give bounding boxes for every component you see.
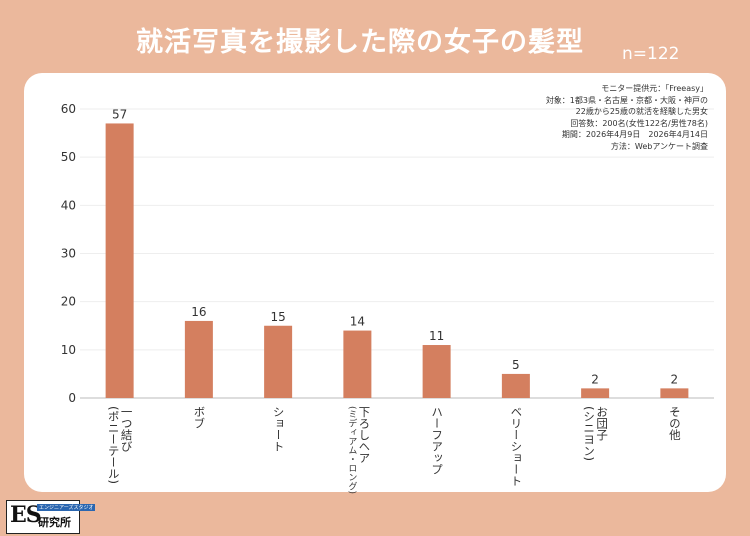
bar-chart: 0 10 20 30 40 50 60 57 16 15 14 11 5 2 2: [61, 102, 714, 405]
data-label: 2: [671, 372, 679, 386]
bar: [105, 123, 134, 398]
data-label: 2: [591, 372, 599, 386]
y-tick-label: 30: [61, 247, 76, 261]
bar: [501, 373, 530, 398]
y-tick-label: 10: [61, 343, 76, 357]
bar: [581, 388, 610, 398]
bar: [660, 388, 689, 398]
note-line: 対象：1都3県・名古屋・京都・大阪・神戸の: [545, 95, 708, 105]
note-line: 方法：Webアンケート調査: [610, 141, 708, 151]
logo-tag: エンジニアーズスタジオ: [37, 504, 96, 511]
data-label: 5: [512, 358, 520, 372]
chart-title: 就活写真を撮影した際の女子の髪型: [136, 27, 584, 58]
y-tick-label: 0: [68, 391, 76, 405]
chart-card: 0 10 20 30 40 50 60 57 16 15 14 11 5 2 2 一つ結び (ポニーテール) ボ…: [24, 73, 726, 494]
logo-name: 研究所: [38, 516, 71, 529]
bar: [264, 325, 293, 398]
note-line: モニター提供元：「Freeasy」: [601, 84, 708, 93]
bar: [422, 345, 451, 398]
note-line: 22歳から25歳の就活を経験した男女: [575, 107, 708, 116]
es-lab-logo: ES エンジニアーズスタジオ 研究所: [6, 500, 96, 534]
data-label: 57: [112, 107, 127, 121]
data-label: 16: [191, 305, 206, 319]
data-label: 15: [270, 310, 285, 324]
note-line: 期間：2026年4月9日 2026年4月14日: [561, 130, 708, 139]
sample-size-label: n=122: [622, 44, 680, 64]
note-line: 回答数：200名(女性122名/男性78名): [570, 118, 708, 128]
y-tick-label: 50: [61, 150, 76, 164]
bar: [343, 330, 372, 398]
data-label: 11: [429, 329, 444, 343]
survey-notes: モニター提供元：「Freeasy」 対象：1都3県・名古屋・京都・大阪・神戸の …: [546, 83, 708, 152]
y-tick-label: 60: [61, 102, 76, 116]
data-label: 14: [350, 315, 365, 329]
y-tick-label: 40: [61, 198, 76, 212]
logo-mark: ES: [10, 502, 42, 528]
y-tick-label: 20: [61, 295, 76, 309]
bar: [184, 320, 213, 398]
